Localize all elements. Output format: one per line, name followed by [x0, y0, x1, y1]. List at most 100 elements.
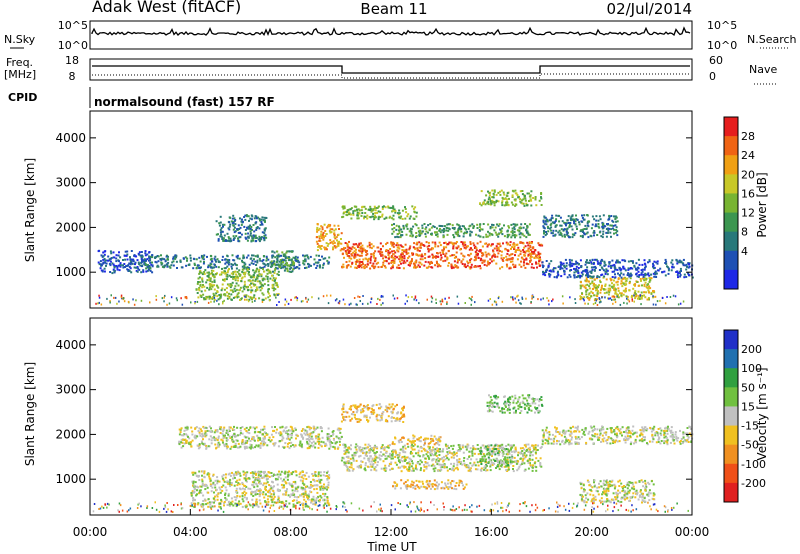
heatmap-cell — [161, 265, 164, 268]
heatmap-cell — [434, 256, 437, 259]
heatmap-cell — [392, 264, 394, 267]
heatmap-cell — [326, 470, 329, 473]
heatmap-cell — [253, 481, 256, 484]
heatmap-cell — [343, 205, 346, 208]
heatmap-cell — [305, 297, 307, 300]
heatmap-cell — [110, 252, 113, 255]
heatmap-cell — [285, 503, 287, 505]
heatmap-cell — [248, 432, 251, 435]
heatmap-cell — [510, 247, 512, 250]
heatmap-cell — [325, 486, 328, 489]
heatmap-cell — [455, 242, 457, 245]
heatmap-cell — [615, 216, 618, 219]
heatmap-cell — [185, 296, 188, 298]
heatmap-cell — [273, 269, 276, 272]
heatmap-cell — [254, 215, 257, 218]
heatmap-cell — [309, 490, 312, 493]
heatmap-cell — [580, 281, 582, 284]
heatmap-cell — [511, 232, 514, 235]
heatmap-cell — [97, 261, 100, 264]
heatmap-cell — [443, 228, 445, 230]
heatmap-cell — [222, 479, 225, 482]
heatmap-cell — [382, 264, 385, 266]
heatmap-cell — [463, 265, 466, 267]
heatmap-cell — [604, 272, 607, 275]
heatmap-cell — [322, 441, 325, 444]
heatmap-cell — [312, 474, 315, 477]
heatmap-cell — [308, 447, 311, 450]
heatmap-cell — [115, 265, 118, 267]
heatmap-cell — [221, 255, 224, 258]
heatmap-cell — [251, 215, 254, 218]
heatmap-cell — [637, 258, 640, 261]
heatmap-cell — [344, 303, 346, 306]
heatmap-cell — [211, 272, 213, 275]
heatmap-cell — [492, 193, 495, 196]
heatmap-cell — [227, 269, 230, 272]
heatmap-cell — [541, 264, 544, 267]
heatmap-cell — [637, 275, 640, 278]
heatmap-cell — [566, 232, 569, 235]
heatmap-cell — [208, 264, 211, 267]
heatmap-cell — [594, 284, 597, 287]
heatmap-cell — [315, 487, 318, 490]
heatmap-cell — [345, 261, 348, 263]
heatmap-cell — [337, 244, 340, 247]
heatmap-cell — [221, 237, 224, 240]
heatmap-cell — [327, 243, 330, 245]
heatmap-cell — [501, 300, 504, 303]
heatmap-cell — [277, 254, 280, 257]
heatmap-cell — [213, 296, 216, 299]
heatmap-cell — [386, 241, 389, 244]
heatmap-cell — [272, 255, 275, 258]
heatmap-cell — [581, 273, 584, 276]
heatmap-cell — [288, 482, 291, 485]
heatmap-cell — [287, 435, 290, 438]
heatmap-cell — [266, 278, 269, 280]
heatmap-cell — [194, 427, 197, 430]
heatmap-cell — [237, 240, 240, 243]
heatmap-cell — [510, 223, 513, 226]
heatmap-cell — [217, 238, 220, 241]
heatmap-cell — [229, 240, 232, 243]
heatmap-cell — [608, 216, 611, 218]
heatmap-cell — [271, 250, 274, 253]
heatmap-cell — [340, 238, 342, 240]
heatmap-cell — [580, 265, 583, 268]
heatmap-cell — [230, 298, 233, 301]
heatmap-cell — [674, 295, 677, 298]
heatmap-cell — [188, 437, 191, 440]
heatmap-cell — [450, 264, 453, 267]
heatmap-cell — [261, 223, 264, 226]
heatmap-cell — [243, 490, 246, 493]
heatmap-cell — [292, 430, 295, 433]
heatmap-cell — [470, 299, 473, 302]
heatmap-cell — [208, 501, 211, 504]
heatmap-cell — [294, 259, 297, 261]
heatmap-cell — [259, 444, 262, 447]
heatmap-cell — [486, 202, 489, 205]
heatmap-cell — [383, 217, 386, 220]
heatmap-cell — [594, 225, 597, 228]
heatmap-cell — [226, 255, 229, 258]
heatmap-cell — [216, 291, 219, 293]
heatmap-cell — [210, 442, 213, 445]
heatmap-cell — [567, 215, 570, 218]
heatmap-cell — [392, 245, 395, 248]
heatmap-cell — [576, 228, 578, 230]
heatmap-cell — [644, 265, 647, 268]
heatmap-cell — [185, 264, 188, 267]
heatmap-cell — [594, 298, 597, 300]
heatmap-cell — [227, 494, 230, 497]
heatmap-cell — [296, 496, 299, 499]
heatmap-cell — [291, 250, 293, 253]
heatmap-cell — [315, 254, 318, 257]
heatmap-cell — [214, 259, 217, 262]
heatmap-cell — [267, 439, 270, 441]
heatmap-cell — [196, 435, 199, 438]
heatmap-cell — [581, 216, 584, 219]
heatmap-cell — [210, 439, 213, 442]
heatmap-cell — [613, 265, 616, 268]
heatmap-cell — [396, 266, 398, 269]
heatmap-cell — [611, 264, 614, 267]
